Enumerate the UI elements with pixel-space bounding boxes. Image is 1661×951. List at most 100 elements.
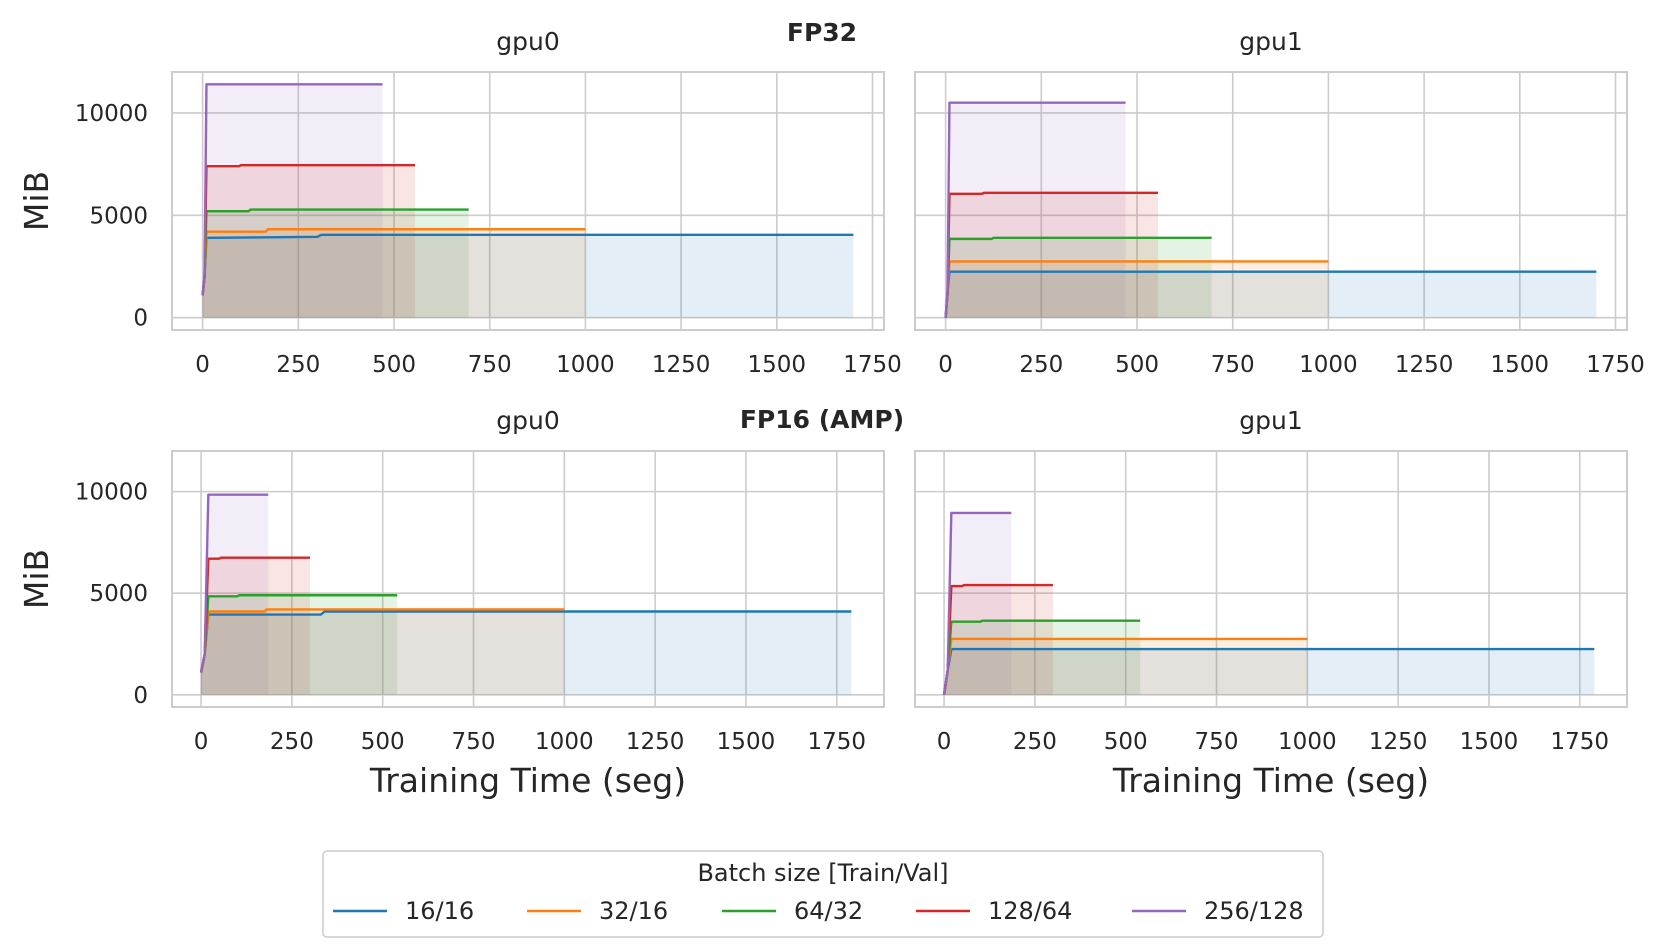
x-tick-label: 0 — [938, 352, 953, 378]
x-tick-label: 500 — [1104, 729, 1148, 755]
series-lines — [942, 511, 1595, 695]
area-fill-16-16 — [201, 611, 852, 695]
area-fill-64-32 — [945, 237, 1212, 318]
x-tick-label: 1750 — [1551, 729, 1610, 755]
x-tick-label: 1000 — [1278, 729, 1337, 755]
area-fills — [202, 84, 854, 318]
x-tick-label: 1750 — [808, 729, 867, 755]
y-tick-label: 5000 — [89, 581, 148, 607]
x-tick-label: 1500 — [748, 352, 807, 378]
panel-3: 0 250 500 750 1000 1250 1500 1750 gpu1 Training T… — [914, 406, 1628, 800]
y-tick-label: 10000 — [75, 480, 148, 506]
panel-0: 0 250 500 750 1000 1250 1500 1750 0 5000 10000 gpu0… — [17, 27, 902, 378]
x-tick-label: 750 — [468, 352, 512, 378]
x-tick-label: 500 — [1115, 352, 1159, 378]
legend-title: Batch size [Train/Val] — [697, 859, 948, 887]
chart-panels: 0 250 500 750 1000 1250 1500 17500500010000gpu0… — [17, 27, 1645, 800]
x-axis-label: Training Time (seg) — [369, 761, 686, 800]
grid — [172, 451, 884, 707]
x-tick-label: 1250 — [652, 352, 711, 378]
series-line-256-128 — [942, 511, 1012, 695]
panel-title: gpu1 — [1239, 27, 1303, 56]
area-fill-128-64 — [945, 192, 1159, 318]
x-tick-label: 1000 — [535, 729, 594, 755]
plot-background — [172, 451, 884, 707]
area-fill-32-16 — [945, 261, 1329, 318]
legend-label: 64/32 — [794, 897, 863, 925]
plot-background — [915, 451, 1627, 707]
area-fills — [201, 494, 852, 695]
grid — [915, 72, 1627, 330]
legend: Batch size [Train/Val] 16/16 32/16 64/32 12… — [322, 850, 1324, 938]
legend-label: 16/16 — [405, 897, 474, 925]
x-tick-label: 1750 — [1586, 352, 1645, 378]
y-tick-label: 0 — [133, 306, 148, 332]
x-tick-label: 1000 — [556, 352, 615, 378]
area-fill-16-16 — [944, 649, 1595, 695]
plot-background — [172, 72, 884, 330]
group-title-fp32: FP32 — [787, 18, 857, 47]
area-fill-256-128 — [202, 84, 383, 318]
x-tick-label: 750 — [1195, 729, 1239, 755]
x-tick-label: 0 — [937, 729, 952, 755]
group-title-fp16: FP16 (AMP) — [740, 405, 904, 434]
grid — [915, 451, 1627, 707]
y-tick-label: 5000 — [89, 203, 148, 229]
plot-background — [915, 72, 1627, 330]
area-fill-128-64 — [201, 557, 311, 695]
plot-frame — [171, 71, 885, 331]
area-fill-16-16 — [945, 271, 1597, 318]
y-tick-label: 10000 — [75, 101, 148, 127]
legend-frame — [322, 850, 1324, 938]
panel-2: 0 250 500 750 1000 1250 1500 1750 0 5000 10000 gpu0… — [17, 406, 885, 800]
series-lines — [199, 493, 852, 673]
x-tick-label: 750 — [452, 729, 496, 755]
plot-frame — [171, 450, 885, 708]
x-tick-label: 1250 — [1369, 729, 1428, 755]
plot-frame — [914, 450, 1628, 708]
x-tick-label: 1500 — [1460, 729, 1519, 755]
series-lines — [944, 101, 1597, 318]
x-tick-label: 1500 — [717, 729, 776, 755]
y-axis-label: MiB — [17, 549, 56, 609]
x-tick-label: 0 — [195, 352, 210, 378]
series-line-256-128 — [199, 493, 269, 673]
series-line-256-128 — [944, 101, 1126, 318]
panel-title: gpu0 — [496, 406, 560, 435]
area-fill-32-16 — [202, 229, 586, 318]
x-tick-label: 500 — [372, 352, 416, 378]
x-tick-label: 1250 — [1395, 352, 1454, 378]
panel-title: gpu0 — [496, 27, 560, 56]
grid — [172, 72, 884, 330]
x-tick-label: 1750 — [843, 352, 902, 378]
area-fill-128-64 — [202, 165, 416, 318]
area-fill-256-128 — [945, 102, 1126, 318]
y-axis-label: MiB — [17, 171, 56, 231]
panel-title: gpu1 — [1239, 406, 1303, 435]
x-tick-label: 750 — [1211, 352, 1255, 378]
x-tick-label: 1000 — [1299, 352, 1358, 378]
area-fill-64-32 — [201, 595, 398, 695]
x-tick-label: 500 — [361, 729, 405, 755]
panel-1: 0 250 500 750 1000 1250 1500 1750 gpu1 — [914, 27, 1645, 378]
legend-items: 16/16 32/16 64/32 128/64 256/128 — [333, 897, 1304, 925]
area-fill-32-16 — [944, 638, 1308, 695]
area-fills — [945, 102, 1597, 318]
x-tick-label: 1500 — [1491, 352, 1550, 378]
x-tick-label: 250 — [1013, 729, 1057, 755]
legend-label: 128/64 — [988, 897, 1072, 925]
series-lines — [201, 83, 854, 296]
series-line-256-128 — [201, 83, 383, 296]
x-tick-label: 250 — [1019, 352, 1063, 378]
x-tick-label: 0 — [194, 729, 209, 755]
x-tick-label: 1250 — [626, 729, 685, 755]
legend-label: 256/128 — [1204, 897, 1304, 925]
area-fill-32-16 — [201, 609, 565, 695]
area-fill-256-128 — [201, 494, 269, 695]
y-tick-label: 0 — [133, 683, 148, 709]
area-fill-16-16 — [202, 234, 854, 318]
legend-label: 32/16 — [599, 897, 668, 925]
x-tick-label: 250 — [276, 352, 320, 378]
